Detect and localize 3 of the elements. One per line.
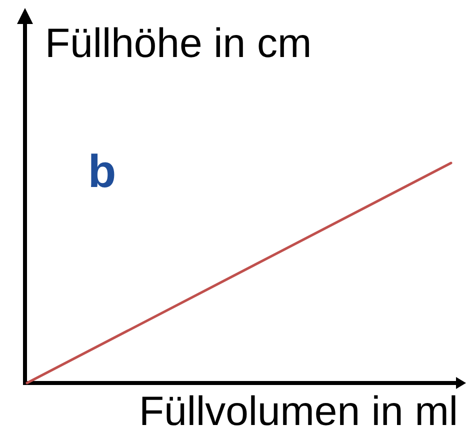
y-axis-title: Füllhöhe in cm	[45, 20, 312, 66]
annotation: b	[88, 145, 116, 197]
x-axis-title: Füllvolumen in ml	[139, 388, 458, 432]
